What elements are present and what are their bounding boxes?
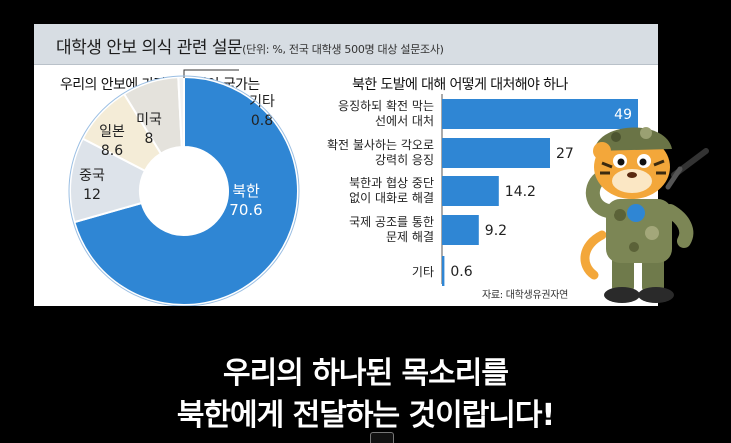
bar-value-1: 49 — [614, 107, 632, 123]
title-bar: 대학생 안보 의식 관련 설문(단위: %, 전국 대학생 500명 대상 설문… — [34, 24, 658, 65]
subtitle-line-1: 우리의 하나된 목소리를 — [223, 356, 509, 391]
bar-category-1-line-2: 선에서 대처 — [375, 114, 434, 128]
bar-2 — [442, 138, 550, 168]
pie-outline — [68, 75, 300, 306]
bar-1 — [442, 99, 638, 129]
bar-4 — [442, 215, 479, 245]
infographic-panel: 대학생 안보 의식 관련 설문(단위: %, 전국 대학생 500명 대상 설문… — [34, 24, 658, 306]
pie-label-4: 미국 — [136, 112, 162, 128]
bar-category-4-line-2: 문제 해결 — [386, 230, 434, 244]
pie-value-5: 0.8 — [251, 113, 273, 129]
bar-value-4: 9.2 — [485, 223, 507, 239]
pie-slice-5 — [177, 75, 185, 149]
pie-value-3: 8.6 — [101, 143, 123, 159]
bar-value-5: 0.6 — [450, 264, 472, 280]
bar-category-3-line-2: 없이 대화로 해결 — [349, 191, 434, 205]
bar-3 — [442, 176, 499, 206]
pie-value-2: 12 — [83, 187, 101, 203]
pie-label-3: 일본 — [99, 124, 125, 140]
bar-category-2-line-1: 확전 불사하는 각오로 — [327, 138, 434, 152]
pie-label-1: 북한 — [232, 182, 260, 200]
pie-label-2: 중국 — [79, 168, 105, 184]
tiger-soldier-mascot-icon — [580, 127, 709, 303]
source-note: 자료: 대학생유권자연 — [482, 290, 569, 301]
pie-label-5: 기타 — [249, 94, 275, 110]
pie-leader-line — [183, 69, 239, 78]
bar-category-2-line-2: 강력히 응징 — [375, 153, 434, 167]
bar-value-2: 27 — [556, 146, 574, 162]
infographic-title: 대학생 안보 의식 관련 설문(단위: %, 전국 대학생 500명 대상 설문… — [56, 33, 444, 58]
title-text: 대학생 안보 의식 관련 설문 — [56, 38, 243, 58]
bar-category-5-line-1: 기타 — [412, 265, 434, 279]
bar-category-3-line-1: 북한과 협상 중단 — [349, 176, 434, 190]
video-play-icon[interactable] — [370, 432, 394, 443]
pie-value-1: 70.6 — [229, 201, 262, 219]
bar-5 — [442, 256, 445, 286]
pie-slice-1 — [73, 75, 299, 306]
bar-category-4-line-1: 국제 공조를 통한 — [349, 215, 434, 229]
pie-value-4: 8 — [145, 131, 154, 147]
bar-value-3: 14.2 — [505, 184, 536, 200]
title-note: (단위: %, 전국 대학생 500명 대상 설문조사) — [242, 43, 444, 56]
subtitle-line-2: 북한에게 전달하는 것이랍니다! — [176, 398, 555, 433]
bar-category-1-line-1: 응징하되 확전 막는 — [338, 99, 434, 113]
bar-chart-title: 북한 도발에 대해 어떻게 대처해야 하나 — [352, 77, 568, 93]
